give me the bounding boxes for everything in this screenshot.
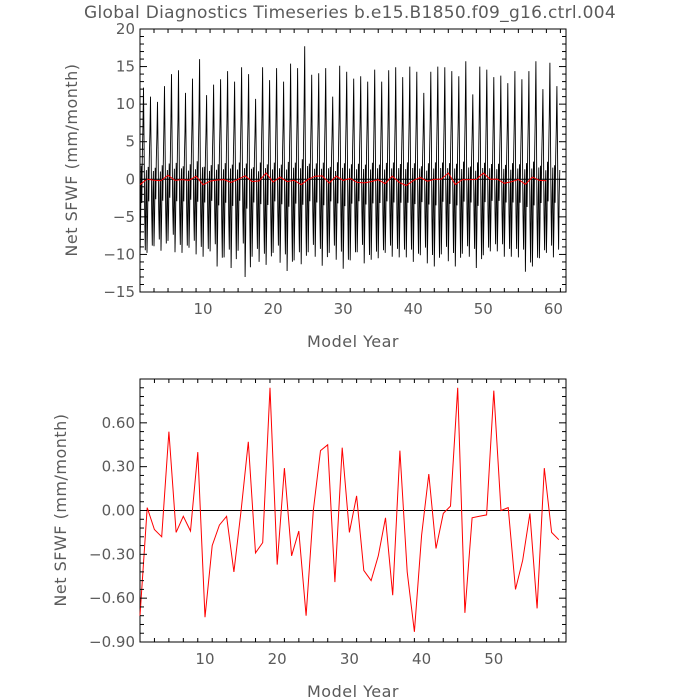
y-tick-label: −15 <box>103 283 135 301</box>
x-tick-label: 50 <box>474 300 493 318</box>
y-tick-label: 5 <box>125 133 135 151</box>
y-tick-label: 0.00 <box>102 502 135 520</box>
x-tick-label: 30 <box>334 300 353 318</box>
y-tick-label: 10 <box>116 95 135 113</box>
y-tick-label: −5 <box>113 208 135 226</box>
y-tick-label: −0.90 <box>89 633 135 651</box>
annual-mean-series-line <box>139 387 560 632</box>
x-tick-label: 20 <box>268 650 287 668</box>
x-tick-label: 40 <box>412 650 431 668</box>
x-tick-label: 10 <box>194 300 213 318</box>
x-tick-label: 40 <box>404 300 423 318</box>
x-tick-label: 10 <box>195 650 214 668</box>
x-tick-label: 20 <box>264 300 283 318</box>
y-tick-label: 0.30 <box>102 458 135 476</box>
plot-frame <box>139 28 567 293</box>
y-tick-label: 0 <box>125 170 135 188</box>
annual-panel: −0.90 −0.60 −0.30 0.00 0.30 0.60 10 20 30 40 50 Mo… <box>51 378 567 700</box>
y-tick-label: −0.30 <box>89 545 135 563</box>
y-tick-label: −10 <box>103 245 135 263</box>
y-tick-label: 20 <box>116 20 135 38</box>
y-tick-label: 15 <box>116 58 135 76</box>
chart-title: Global Diagnostics Timeseries b.e15.B185… <box>84 3 616 23</box>
x-tick-label: 30 <box>340 650 359 668</box>
y-tick-label: 0.60 <box>102 414 135 432</box>
x-axis-title: Model Year <box>307 332 399 351</box>
y-axis-title: Net SFWF (mm/month) <box>62 63 81 256</box>
x-tick-label: 50 <box>484 650 503 668</box>
x-axis-title: Model Year <box>307 682 399 700</box>
y-tick-label: −0.60 <box>89 589 135 607</box>
x-tick-label: 60 <box>544 300 563 318</box>
annual-mean-series-line <box>139 172 547 187</box>
y-axis-title: Net SFWF (mm/month) <box>51 413 70 606</box>
monthly-series-line <box>139 46 561 278</box>
